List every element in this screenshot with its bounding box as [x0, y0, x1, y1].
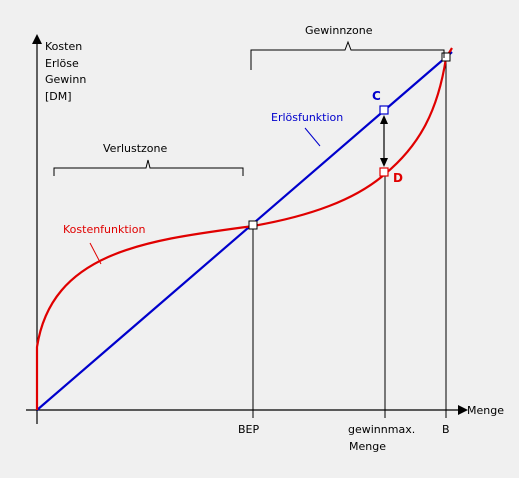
point-d-label: D: [393, 171, 403, 185]
point-d-marker: [379, 167, 389, 177]
loss-zone-label: Verlustzone: [103, 142, 168, 155]
y-axis-label-line-3: Gewinn: [45, 73, 86, 86]
y-axis-arrowhead: [32, 34, 42, 44]
bep-point-marker: [248, 220, 258, 230]
profit-zone-label: Gewinnzone: [305, 24, 373, 37]
y-axis-label-line-1: Kosten: [45, 40, 82, 53]
x-axis-label: Menge: [467, 404, 504, 417]
y-axis-label-line-4: [DM]: [45, 90, 72, 103]
profit-zone-brace: [250, 40, 445, 70]
profit-gap-arrow-bottom: [380, 158, 388, 167]
profit-gap-arrow-top: [380, 115, 388, 124]
gewinnmax-tick-label-line-2: Menge: [349, 440, 386, 453]
cost-label-pointer: [89, 242, 102, 265]
bep-tick-label: BEP: [238, 423, 259, 436]
b-tick-label: B: [442, 423, 450, 436]
cost-curve: [35, 47, 453, 410]
revenue-label-pointer: [304, 127, 321, 147]
revenue-curve-label: Erlösfunktion: [271, 111, 343, 124]
gewinnmax-tick-label-line-1: gewinnmax.: [348, 423, 415, 436]
cost-curve-label: Kostenfunktion: [63, 223, 145, 236]
loss-zone-brace: [53, 159, 244, 176]
point-c-label: C: [372, 89, 381, 103]
y-axis-label-line-2: Erlöse: [45, 57, 79, 70]
point-c-marker: [379, 105, 389, 115]
point-b-marker: [441, 52, 451, 62]
x-axis-arrowhead: [458, 405, 468, 415]
